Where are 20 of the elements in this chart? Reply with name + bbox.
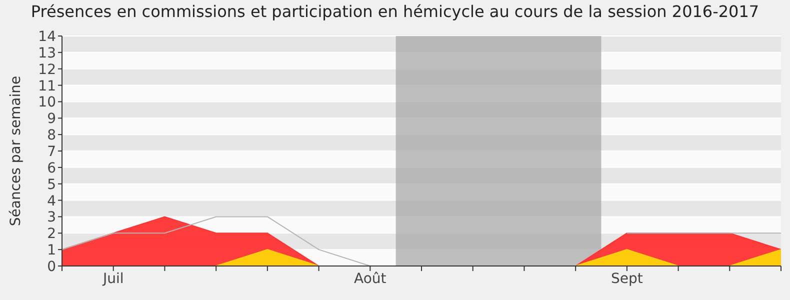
y-tick-label: 13 <box>38 45 56 62</box>
y-tick-label: 12 <box>38 62 56 78</box>
y-tick-label: 4 <box>47 193 56 210</box>
y-axis-title: Séances par semaine <box>8 76 24 226</box>
y-tick-label: 5 <box>47 176 56 193</box>
y-tick-label: 8 <box>47 128 56 144</box>
x-tick-label: Sept <box>610 270 644 287</box>
y-tick-label: 6 <box>47 160 56 176</box>
y-tick-label: 7 <box>47 144 56 160</box>
y-tick-label: 11 <box>38 78 56 94</box>
y-tick-label: 0 <box>47 258 56 275</box>
y-tick-label: 1 <box>47 242 56 259</box>
y-tick-label: 10 <box>38 94 56 111</box>
chart-title: Présences en commissions et participation en hémicycle au cours de la session 2016-2017 <box>30 2 760 21</box>
y-tick-label: 9 <box>47 111 56 128</box>
y-tick-label: 14 <box>38 28 56 45</box>
x-tick-label: Juil <box>102 270 124 287</box>
y-tick-label: 2 <box>47 226 56 242</box>
y-tick-label: 3 <box>47 210 56 226</box>
x-tick-label: Août <box>354 270 387 287</box>
